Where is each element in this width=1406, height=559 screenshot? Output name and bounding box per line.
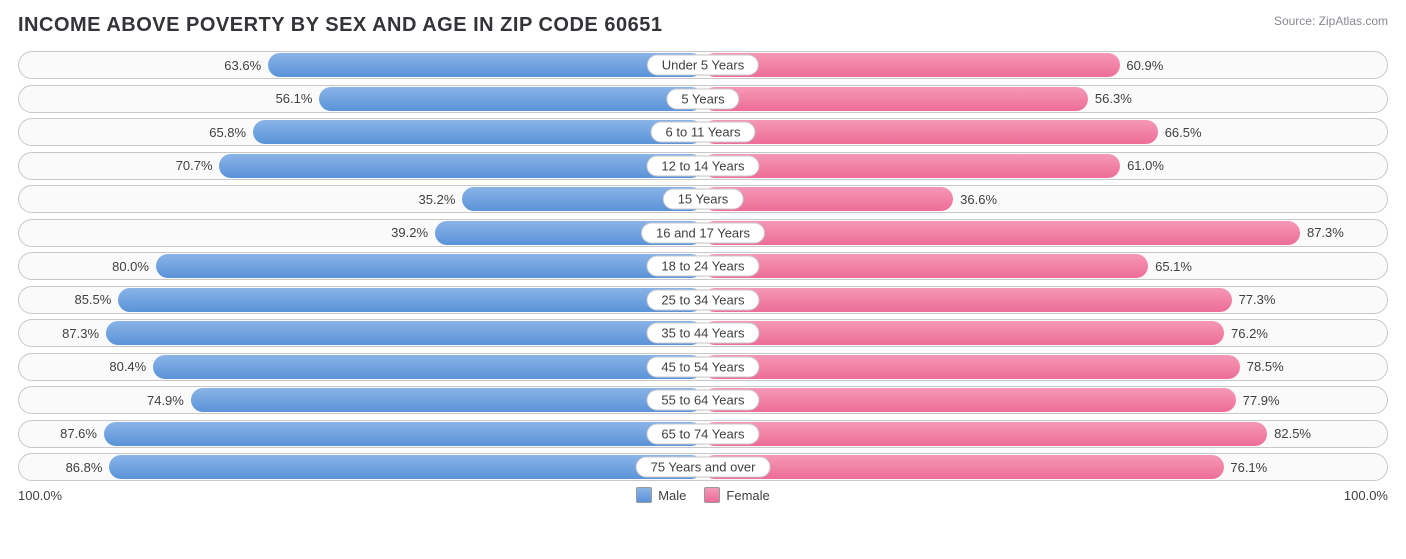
female-value-label: 56.3%: [1095, 86, 1132, 112]
female-value-label: 77.9%: [1243, 387, 1280, 413]
female-bar: [703, 120, 1158, 144]
female-bar: [703, 455, 1224, 479]
chart-row: 70.7% 61.0% 12 to 14 Years: [18, 152, 1388, 180]
chart-legend: Male Female: [636, 487, 770, 503]
chart-source: Source: ZipAtlas.com: [1274, 14, 1388, 28]
female-value-label: 82.5%: [1274, 421, 1311, 447]
category-pill: 55 to 64 Years: [646, 390, 759, 411]
female-bar: [703, 388, 1236, 412]
male-bar: [268, 53, 703, 77]
male-value-label: 86.8%: [66, 454, 103, 480]
chart-row: 86.8% 76.1% 75 Years and over: [18, 453, 1388, 481]
chart-row: 63.6% 60.9% Under 5 Years: [18, 51, 1388, 79]
male-value-label: 56.1%: [276, 86, 313, 112]
category-pill: 6 to 11 Years: [651, 122, 756, 143]
legend-female: Female: [704, 487, 769, 503]
female-value-label: 87.3%: [1307, 220, 1344, 246]
male-bar: [118, 288, 703, 312]
chart-row: 39.2% 87.3% 16 and 17 Years: [18, 219, 1388, 247]
female-bar: [703, 422, 1267, 446]
category-pill: 12 to 14 Years: [646, 155, 759, 176]
female-bar: [703, 154, 1120, 178]
female-value-label: 60.9%: [1126, 52, 1163, 78]
chart-row: 74.9% 77.9% 55 to 64 Years: [18, 386, 1388, 414]
category-pill: 75 Years and over: [636, 457, 771, 478]
axis-left-max: 100.0%: [18, 488, 62, 503]
category-pill: Under 5 Years: [647, 55, 759, 76]
chart-row: 35.2% 36.6% 15 Years: [18, 185, 1388, 213]
male-bar: [109, 455, 703, 479]
legend-female-label: Female: [726, 488, 769, 503]
male-bar: [106, 321, 703, 345]
chart-header: INCOME ABOVE POVERTY BY SEX AND AGE IN Z…: [18, 14, 1388, 37]
female-value-label: 78.5%: [1247, 354, 1284, 380]
male-value-label: 80.0%: [112, 253, 149, 279]
chart-row: 87.6% 82.5% 65 to 74 Years: [18, 420, 1388, 448]
category-pill: 25 to 34 Years: [646, 289, 759, 310]
legend-male: Male: [636, 487, 686, 503]
female-bar: [703, 355, 1240, 379]
category-pill: 45 to 54 Years: [646, 356, 759, 377]
male-bar: [104, 422, 703, 446]
female-bar: [703, 53, 1120, 77]
population-pyramid-chart: 63.6% 60.9% Under 5 Years 56.1% 56.3% 5 Years…: [18, 51, 1388, 481]
female-value-label: 77.3%: [1239, 287, 1276, 313]
female-value-label: 76.1%: [1230, 454, 1267, 480]
category-pill: 18 to 24 Years: [646, 256, 759, 277]
chart-row: 87.3% 76.2% 35 to 44 Years: [18, 319, 1388, 347]
category-pill: 5 Years: [666, 88, 739, 109]
male-value-label: 70.7%: [176, 153, 213, 179]
male-value-label: 63.6%: [224, 52, 261, 78]
male-bar: [153, 355, 703, 379]
female-bar: [703, 254, 1148, 278]
male-bar: [191, 388, 703, 412]
chart-title: INCOME ABOVE POVERTY BY SEX AND AGE IN Z…: [18, 14, 662, 37]
male-bar: [319, 87, 703, 111]
chart-row: 80.0% 65.1% 18 to 24 Years: [18, 252, 1388, 280]
female-bar: [703, 87, 1088, 111]
male-value-label: 74.9%: [147, 387, 184, 413]
chart-row: 65.8% 66.5% 6 to 11 Years: [18, 118, 1388, 146]
male-value-label: 39.2%: [391, 220, 428, 246]
chart-footer: 100.0% Male Female 100.0%: [18, 487, 1388, 503]
chart-row: 56.1% 56.3% 5 Years: [18, 85, 1388, 113]
category-pill: 65 to 74 Years: [646, 423, 759, 444]
female-bar: [703, 321, 1224, 345]
category-pill: 15 Years: [663, 189, 744, 210]
female-value-label: 65.1%: [1155, 253, 1192, 279]
axis-right-max: 100.0%: [1344, 488, 1388, 503]
female-swatch-icon: [704, 487, 720, 503]
female-bar: [703, 288, 1232, 312]
female-value-label: 76.2%: [1231, 320, 1268, 346]
category-pill: 35 to 44 Years: [646, 323, 759, 344]
male-value-label: 80.4%: [109, 354, 146, 380]
female-bar: [703, 221, 1300, 245]
male-bar: [219, 154, 703, 178]
male-swatch-icon: [636, 487, 652, 503]
male-value-label: 87.6%: [60, 421, 97, 447]
male-bar: [156, 254, 703, 278]
female-value-label: 66.5%: [1165, 119, 1202, 145]
male-value-label: 85.5%: [74, 287, 111, 313]
male-bar: [253, 120, 703, 144]
male-value-label: 65.8%: [209, 119, 246, 145]
male-value-label: 87.3%: [62, 320, 99, 346]
chart-row: 80.4% 78.5% 45 to 54 Years: [18, 353, 1388, 381]
female-value-label: 61.0%: [1127, 153, 1164, 179]
chart-row: 85.5% 77.3% 25 to 34 Years: [18, 286, 1388, 314]
female-value-label: 36.6%: [960, 186, 997, 212]
category-pill: 16 and 17 Years: [641, 222, 765, 243]
male-value-label: 35.2%: [419, 186, 456, 212]
legend-male-label: Male: [658, 488, 686, 503]
